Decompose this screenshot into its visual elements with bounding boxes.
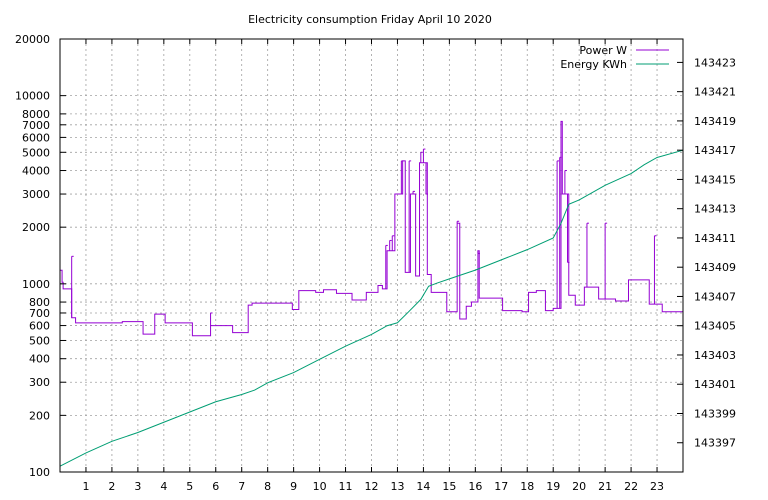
x-tick-label: 22 bbox=[624, 480, 638, 493]
x-tick-label: 13 bbox=[390, 480, 404, 493]
y-left-tick-label: 8000 bbox=[22, 108, 50, 121]
x-tick-label: 11 bbox=[339, 480, 353, 493]
y-right-tick-label: 143399 bbox=[694, 407, 736, 420]
x-tick-label: 10 bbox=[313, 480, 327, 493]
y-left-tick-label: 7000 bbox=[22, 119, 50, 132]
legend-label-energy: Energy KWh bbox=[560, 58, 627, 71]
y-left-tick-label: 500 bbox=[29, 334, 50, 347]
y-left-tick-label: 6000 bbox=[22, 131, 50, 144]
y-right-tick-label: 143405 bbox=[694, 320, 736, 333]
series-layer bbox=[59, 120, 684, 467]
x-tick-label: 18 bbox=[520, 480, 534, 493]
y-right-tick-label: 143421 bbox=[694, 86, 736, 99]
y-left-tick-label: 3000 bbox=[22, 188, 50, 201]
y-left-tick-label: 10000 bbox=[15, 90, 50, 103]
x-tick-label: 5 bbox=[186, 480, 193, 493]
y-left-tick-label: 600 bbox=[29, 320, 50, 333]
y-left-tick-label: 2000 bbox=[22, 221, 50, 234]
y-right-tick-label: 143409 bbox=[694, 261, 736, 274]
y-left-tick-label: 4000 bbox=[22, 165, 50, 178]
y-left-tick-label: 20000 bbox=[15, 33, 50, 46]
y-left-tick-label: 700 bbox=[29, 307, 50, 320]
x-tick-label: 1 bbox=[82, 480, 89, 493]
x-tick-label: 17 bbox=[494, 480, 508, 493]
x-tick-label: 14 bbox=[416, 480, 430, 493]
y-right-tick-label: 143401 bbox=[694, 378, 736, 391]
y-right-tick-label: 143403 bbox=[694, 349, 736, 362]
x-tick-label: 19 bbox=[546, 480, 560, 493]
x-tick-label: 2 bbox=[108, 480, 115, 493]
legend: Power W Energy KWh bbox=[560, 44, 669, 71]
y-left-tick-label: 800 bbox=[29, 296, 50, 309]
x-tick-label: 16 bbox=[468, 480, 482, 493]
x-tick-label: 9 bbox=[290, 480, 297, 493]
y-left-tick-label: 400 bbox=[29, 353, 50, 366]
y-left-tick-label: 200 bbox=[29, 409, 50, 422]
chart-title: Electricity consumption Friday April 10 … bbox=[248, 13, 492, 26]
y-left-tick-label: 300 bbox=[29, 376, 50, 389]
x-tick-label: 6 bbox=[212, 480, 219, 493]
x-tick-label: 8 bbox=[264, 480, 271, 493]
series-power-line bbox=[60, 120, 684, 337]
y-right-tick-label: 143417 bbox=[694, 144, 736, 157]
y-right-tick-label: 143419 bbox=[694, 115, 736, 128]
y-right-tick-label: 143411 bbox=[694, 232, 736, 245]
y-right-tick-label: 143415 bbox=[694, 173, 736, 186]
y-right-tick-label: 143397 bbox=[694, 437, 736, 450]
y-right-tick-label: 143423 bbox=[694, 56, 736, 69]
y-right-tick-label: 143407 bbox=[694, 290, 736, 303]
x-tick-label: 21 bbox=[598, 480, 612, 493]
x-tick-label: 20 bbox=[572, 480, 586, 493]
x-tick-label: 4 bbox=[160, 480, 167, 493]
x-tick-label: 3 bbox=[134, 480, 141, 493]
grid-lines bbox=[60, 39, 683, 472]
y-left-tick-label: 5000 bbox=[22, 146, 50, 159]
legend-label-power: Power W bbox=[579, 44, 627, 57]
x-tick-label: 7 bbox=[238, 480, 245, 493]
x-tick-label: 12 bbox=[365, 480, 379, 493]
axis-ticks: 1 2 3 4 5 6 7 8 9 10 11 12 13 14 15 16 17 18 19 20 21 22 23100… bbox=[15, 33, 736, 493]
series-energy-line bbox=[59, 149, 684, 467]
x-tick-label: 15 bbox=[442, 480, 456, 493]
y-left-tick-label: 100 bbox=[29, 466, 50, 479]
x-tick-label: 23 bbox=[650, 480, 664, 493]
y-right-tick-label: 143413 bbox=[694, 203, 736, 216]
y-left-tick-label: 1000 bbox=[22, 278, 50, 291]
